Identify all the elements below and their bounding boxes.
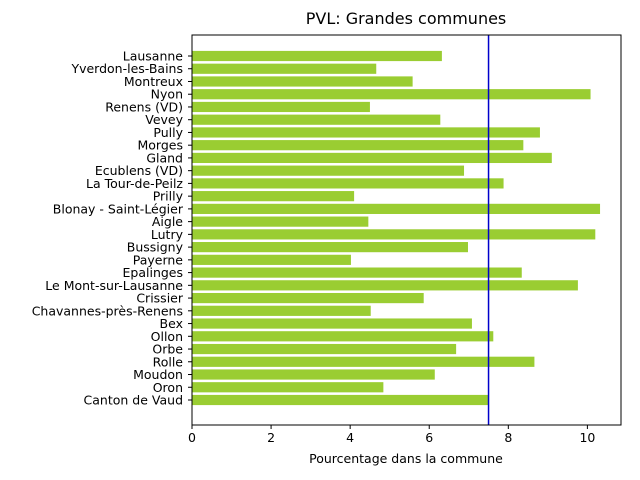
- bar: [192, 292, 424, 304]
- x-axis-label: Pourcentage dans la commune: [309, 451, 503, 466]
- y-tick-label: Gland: [146, 150, 183, 165]
- bar: [192, 280, 578, 291]
- bar: [192, 382, 384, 393]
- bar: [192, 152, 552, 164]
- y-tick-label: Canton de Vaud: [84, 393, 183, 408]
- plot-frame: [191, 34, 622, 426]
- y-tick-label: La Tour-de-Peilz: [86, 176, 183, 191]
- bar: [192, 178, 504, 189]
- bar: [192, 229, 596, 240]
- y-tick-label: Lutry: [151, 227, 184, 242]
- bar: [192, 76, 413, 87]
- y-tick-label: Blonay - Saint-Légier: [53, 201, 184, 216]
- y-tick-label: Bussigny: [127, 240, 184, 255]
- bar: [192, 50, 442, 62]
- y-tick-label: Yverdon-les-Bains: [70, 61, 183, 76]
- y-tick-label: Bex: [160, 316, 183, 331]
- bar: [192, 305, 371, 316]
- y-tick-label: Le Mont-sur-Lausanne: [45, 278, 183, 293]
- chart-title: PVL: Grandes communes: [306, 9, 507, 28]
- y-tick-label: Renens (VD): [105, 99, 183, 114]
- y-tick-label: Aigle: [152, 214, 183, 229]
- y-tick-label: Orbe: [152, 342, 183, 357]
- x-tick-label: 2: [267, 430, 275, 445]
- y-tick-label: Rolle: [153, 354, 184, 369]
- bar: [192, 242, 468, 253]
- bar: [192, 203, 601, 214]
- y-tick-label: Moudon: [133, 367, 183, 382]
- bar: [192, 356, 535, 367]
- bar: [192, 89, 591, 100]
- bar: [192, 114, 441, 125]
- bar: [192, 140, 524, 151]
- x-tick-label: 8: [504, 430, 512, 445]
- bar: [192, 127, 540, 138]
- bar: [192, 318, 472, 329]
- y-tick-label: Vevey: [145, 112, 183, 127]
- y-tick-label: Lausanne: [123, 49, 184, 64]
- bar: [192, 394, 489, 406]
- y-tick-label: Ecublens (VD): [95, 163, 183, 178]
- y-axis-ticks: LausanneYverdon-les-BainsMontreuxNyonRen…: [32, 49, 192, 408]
- y-tick-label: Prilly: [153, 189, 184, 204]
- x-axis-ticks: 0 2 4 6 8 10: [188, 425, 595, 445]
- bar: [192, 165, 465, 176]
- y-tick-label: Ollon: [151, 329, 183, 344]
- x-tick-label: 10: [579, 430, 595, 445]
- y-tick-label: Payerne: [133, 252, 184, 267]
- y-tick-label: Nyon: [151, 87, 183, 102]
- bar: [192, 369, 435, 380]
- y-tick-label: Montreux: [124, 74, 183, 89]
- bar: [192, 254, 351, 265]
- y-tick-label: Morges: [138, 138, 184, 153]
- y-tick-label: Chavannes-près-Renens: [32, 303, 183, 318]
- y-tick-label: Epalinges: [123, 265, 184, 280]
- x-tick-label: 4: [346, 430, 354, 445]
- y-tick-label: Pully: [153, 125, 183, 140]
- bar: [192, 343, 457, 355]
- bar: [192, 101, 370, 113]
- x-tick-label: 6: [425, 430, 433, 445]
- bar: [192, 216, 369, 227]
- y-tick-label: Crissier: [136, 291, 184, 306]
- x-tick-label: 0: [188, 430, 196, 445]
- bar: [192, 191, 355, 202]
- bar: [192, 63, 377, 74]
- bar: [192, 267, 522, 278]
- bars-layer: [192, 50, 601, 406]
- y-tick-label: Oron: [153, 380, 183, 395]
- bar: [192, 331, 494, 342]
